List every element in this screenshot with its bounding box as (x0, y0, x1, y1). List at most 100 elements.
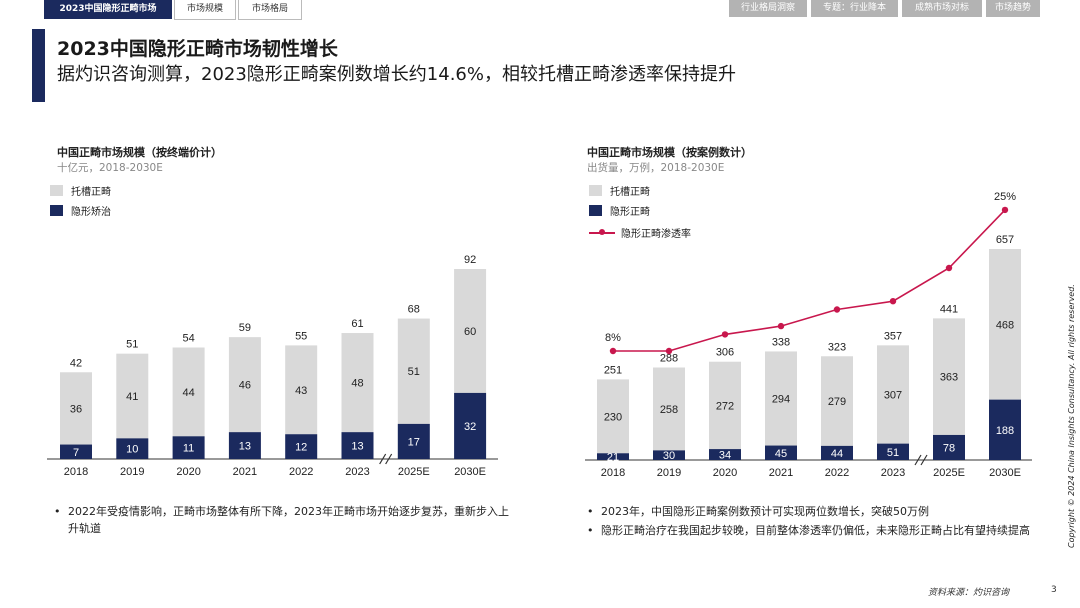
legend-swatch-navy (50, 205, 63, 216)
bar-segment-invisible (709, 449, 741, 460)
tab-market-trend[interactable]: 市场趋势 (986, 0, 1040, 17)
bullet-item: • 2023年，中国隐形正畸案例数预计可实现两位数增长，突破50万例 (587, 503, 1037, 520)
bar-value-bracket: 46 (239, 380, 251, 392)
bar-total-label: 54 (182, 332, 194, 344)
bar-segment-invisible (821, 445, 853, 460)
tab-market-size[interactable]: 市场规模 (174, 0, 236, 20)
bullet-text: 2022年受疫情影响，正畸市场整体有所下降，2023年正畸市场开始逐步复苏，重新… (68, 505, 509, 535)
bar-total-label: 441 (940, 303, 958, 315)
bullet-dot: • (587, 505, 594, 518)
penetration-point (945, 264, 953, 272)
bar-total-label: 251 (604, 364, 622, 376)
tab-market-landscape[interactable]: 市场格局 (238, 0, 302, 20)
bar-total-label: 61 (351, 318, 363, 330)
bar-segment-bracket (285, 345, 318, 435)
title-accent-bar (32, 29, 45, 102)
legend-label: 隐形正畸 (610, 207, 650, 218)
legend-label: 隐形正畸渗透率 (621, 229, 691, 240)
bar-segment-invisible (116, 438, 149, 459)
bar-value-invisible: 78 (943, 442, 955, 454)
bar-value-bracket: 294 (772, 393, 790, 405)
legend-label: 隐形矫治 (71, 207, 111, 218)
x-tick-label: 2021 (233, 466, 257, 478)
bar-total-label: 338 (772, 336, 790, 348)
bar-value-invisible: 10 (126, 444, 138, 456)
x-tick-label: 2018 (601, 467, 625, 479)
tab-industry-insight[interactable]: 行业格局洞察 (729, 0, 807, 17)
bar-segment-bracket (228, 337, 261, 433)
tab-mature-benchmark[interactable]: 成熟市场对标 (902, 0, 982, 17)
bar-total-label: 306 (716, 347, 734, 359)
penetration-label: 25% (994, 191, 1016, 203)
bar-total-label: 59 (239, 322, 251, 334)
bar-total-label: 357 (884, 330, 902, 342)
bar-value-bracket: 230 (604, 411, 622, 423)
penetration-label: 8% (605, 332, 621, 344)
bar-segment-invisible (60, 444, 92, 459)
bar-value-invisible: 11 (183, 443, 194, 455)
bar-segment-bracket (397, 318, 430, 424)
bar-total-label: 323 (828, 341, 846, 353)
left-chart-subtitle: 十亿元，2018-2030E (57, 162, 163, 174)
bar-total-label: 657 (996, 234, 1014, 246)
bullet-item: • 2022年受疫情影响，正畸市场整体有所下降，2023年正畸市场开始逐步复苏，… (54, 503, 514, 537)
left-bullets: • 2022年受疫情影响，正畸市场整体有所下降，2023年正畸市场开始逐步复苏，… (54, 503, 514, 539)
legend-swatch-gray (589, 185, 602, 196)
x-tick-label: 2030E (989, 467, 1021, 479)
x-tick-label: 2019 (657, 467, 681, 479)
bar-total-label: 288 (660, 353, 678, 365)
bar-segment-bracket (709, 361, 741, 450)
right-chart-subtitle: 出货量，万例，2018-2030E (587, 162, 725, 174)
left-bar-chart: 7 36 42 2018 10 41 51 2019 11 44 54 2020 13 46 59 2021 1… (47, 254, 498, 478)
copyright-note: Copyright © 2024 China Insights Consulta… (1067, 284, 1076, 548)
bar-value-bracket: 44 (182, 387, 194, 399)
bar-segment-bracket (933, 318, 965, 435)
left-legend-invisible: 隐形矫治 (50, 203, 111, 218)
axis-break-mark (914, 454, 922, 466)
bar-value-invisible: 21 (607, 452, 619, 464)
bullet-dot: • (587, 524, 594, 537)
bar-value-invisible: 51 (887, 447, 899, 459)
bar-segment-invisible (933, 434, 965, 460)
x-tick-label: 2020 (176, 466, 200, 478)
tab-current-section[interactable]: 2023中国隐形正畸市场 (44, 0, 172, 19)
legend-label: 托槽正畸 (610, 187, 650, 198)
x-tick-label: 2021 (769, 467, 793, 479)
bar-value-invisible: 13 (239, 441, 251, 453)
bar-total-label: 42 (70, 357, 82, 369)
bar-segment-invisible (285, 434, 318, 459)
right-chart-title: 中国正畸市场规模（按案例数计） (587, 146, 752, 159)
bar-value-bracket: 60 (464, 326, 476, 338)
bar-total-label: 55 (295, 330, 307, 342)
right-bullets: • 2023年，中国隐形正畸案例数预计可实现两位数增长，突破50万例 • 隐形正… (587, 503, 1037, 541)
bar-value-bracket: 468 (996, 319, 1014, 331)
bar-value-invisible: 12 (295, 442, 307, 454)
legend-label: 托槽正畸 (71, 187, 111, 198)
bar-value-bracket: 363 (940, 372, 958, 384)
axis-break-mark (920, 454, 928, 466)
tab-cost-reduction[interactable]: 专题：行业降本 (811, 0, 898, 17)
bar-value-bracket: 48 (351, 378, 363, 390)
bar-value-invisible: 17 (408, 436, 420, 448)
right-legend-bracket: 托槽正畸 (589, 183, 650, 198)
bar-segment-bracket (597, 379, 629, 454)
bar-total-label: 92 (464, 254, 476, 266)
x-tick-label: 2023 (345, 466, 369, 478)
bar-segment-invisible (877, 443, 909, 460)
bar-value-invisible: 45 (775, 448, 787, 460)
bar-value-bracket: 43 (295, 385, 307, 397)
axis-break-mark (385, 453, 393, 465)
axis-break-mark (379, 453, 387, 465)
bullet-text: 2023年，中国隐形正畸案例数预计可实现两位数增长，突破50万例 (601, 505, 929, 518)
bar-segment-bracket (172, 347, 205, 437)
x-tick-label: 2023 (881, 467, 905, 479)
bar-segment-bracket (341, 333, 374, 433)
penetration-point (833, 306, 841, 313)
bar-segment-bracket (877, 345, 909, 444)
penetration-point (665, 347, 673, 355)
source-note: 资料来源：灼识咨询 (928, 588, 1010, 598)
bar-segment-invisible (454, 392, 487, 459)
penetration-point (889, 298, 897, 305)
bar-segment-bracket (116, 353, 149, 439)
bar-value-bracket: 41 (126, 391, 138, 403)
